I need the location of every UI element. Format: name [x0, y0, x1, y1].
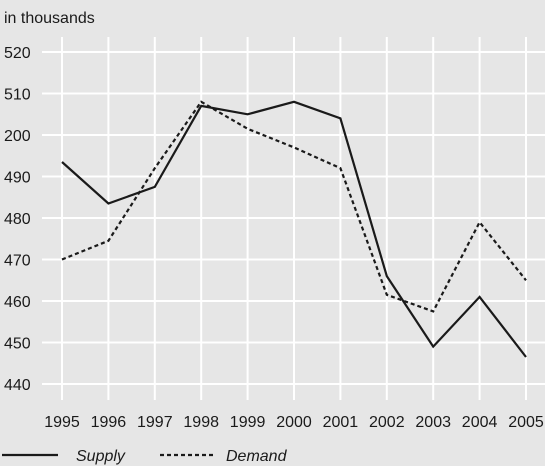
x-tick-label: 2003	[415, 414, 451, 431]
x-tick-label: 2000	[276, 414, 312, 431]
x-tick-label: 1996	[91, 414, 127, 431]
series-layer	[61, 100, 527, 358]
y-tick-label: 470	[4, 253, 31, 270]
y-tick-label: 480	[4, 211, 31, 228]
y-tick-label: 460	[4, 294, 31, 311]
legend-item-demand: Demand	[160, 448, 288, 465]
x-tick-label: 2005	[508, 414, 544, 431]
x-tick-label: 1995	[44, 414, 80, 431]
x-tick-label: 1998	[183, 414, 219, 431]
unit-label: in thousands	[4, 10, 95, 27]
x-tick-label: 1997	[137, 414, 173, 431]
x-tick-label: 2001	[323, 414, 359, 431]
grid-layer	[42, 37, 545, 400]
x-tick-label: 1999	[230, 414, 266, 431]
y-tick-label: 450	[4, 336, 31, 353]
y-tick-label: 440	[4, 377, 31, 394]
legend: Supply Demand	[2, 448, 288, 465]
x-tick-label: 2002	[369, 414, 405, 431]
y-tick-label: 520	[4, 45, 31, 62]
legend-label: Demand	[226, 448, 288, 465]
y-tick-label: 490	[4, 170, 31, 187]
y-tick-label: 200	[4, 128, 31, 145]
x-tick-label: 2004	[462, 414, 498, 431]
legend-label: Supply	[76, 448, 126, 465]
x-axis-ticks: 1995 1996 1997 1998 1999 2000 2001 2002 2003 2004…	[44, 414, 544, 431]
y-axis-ticks: 440 450 460 470 480 490 200 510 520	[4, 45, 31, 394]
y-tick-label: 510	[4, 87, 31, 104]
series-line-demand	[61, 100, 527, 313]
legend-item-supply: Supply	[2, 448, 126, 465]
